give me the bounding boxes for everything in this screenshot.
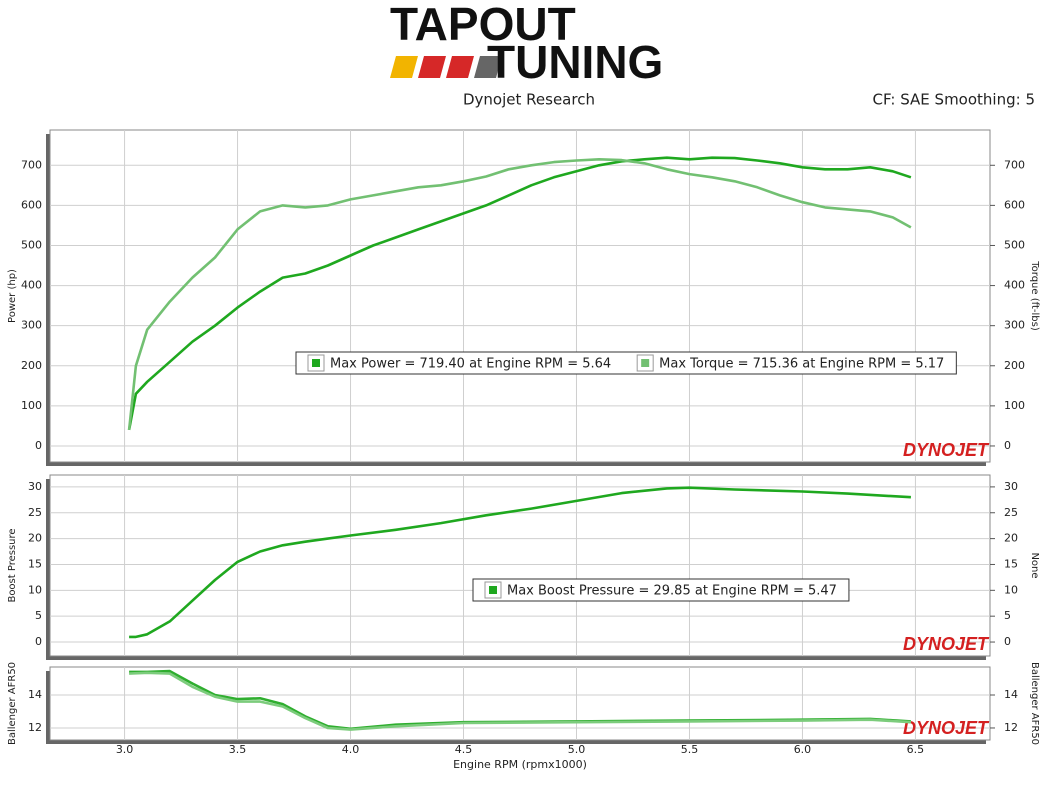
x-tick-label: 6.5 [907,743,925,756]
y-tick-label: 100 [21,399,42,412]
header-right: CF: SAE Smoothing: 5 [872,91,1035,109]
watermark: DYNOJET [903,718,990,738]
x-tick-label: 4.5 [455,743,473,756]
legend-swatch [489,586,497,594]
plot-area [49,474,991,657]
x-tick-label: 3.0 [116,743,134,756]
y-tick-label: 5 [35,609,42,622]
series-line [129,486,911,639]
legend-swatch [641,359,650,367]
x-tick-label: 5.0 [568,743,586,756]
y2-tick-label: 0 [1004,635,1011,648]
legend-text: Max Boost Pressure = 29.85 at Engine RPM… [507,584,837,599]
logo-top: TAPOUT [390,0,576,50]
plot-area [49,666,991,741]
watermark: DYNOJET [903,440,990,460]
series-line [127,156,912,431]
y-tick-label: 700 [21,158,42,171]
y2-axis-label: Ballenger AFR50 [1029,662,1040,745]
y2-tick-label: 200 [1004,359,1025,372]
y-axis-label: Boost Pressure [7,528,18,602]
y2-tick-label: 15 [1004,557,1018,570]
header-left: Dynojet Research [463,91,595,109]
y2-tick-label: 25 [1004,506,1018,519]
y-tick-label: 15 [28,557,42,570]
y2-axis-label: None [1029,552,1040,578]
legend-text: Max Power = 719.40 at Engine RPM = 5.64 [330,357,611,372]
plot-area [49,129,991,463]
y2-tick-label: 100 [1004,399,1025,412]
y-axis-label: Ballenger AFR50 [7,662,18,745]
x-tick-label: 5.5 [681,743,699,756]
x-axis-label: Engine RPM (rpmx1000) [453,758,587,771]
logo-bottom: TUNING [487,36,663,88]
y-tick-label: 25 [28,506,42,519]
y2-tick-label: 5 [1004,609,1011,622]
y-tick-label: 12 [28,721,42,734]
y-tick-label: 400 [21,279,42,292]
y-tick-label: 10 [28,583,42,596]
x-tick-label: 4.0 [342,743,360,756]
y-tick-label: 0 [35,635,42,648]
y2-tick-label: 300 [1004,319,1025,332]
y2-tick-label: 500 [1004,238,1025,251]
y2-tick-label: 12 [1004,721,1018,734]
logo-bar [390,56,418,78]
y2-tick-label: 20 [1004,532,1018,545]
y-tick-label: 600 [21,198,42,211]
y-tick-label: 30 [28,480,42,493]
watermark: DYNOJET [903,634,990,654]
y-tick-label: 200 [21,359,42,372]
logo-bar [474,56,502,78]
y-tick-label: 0 [35,439,42,452]
x-tick-label: 3.5 [229,743,247,756]
y-tick-label: 500 [21,238,42,251]
legend: Max Power = 719.40 at Engine RPM = 5.64 M… [295,351,957,375]
y2-tick-label: 10 [1004,583,1018,596]
series-line [129,671,911,731]
y2-tick-label: 700 [1004,158,1025,171]
y-axis-label: Power (hp) [7,269,18,323]
y-tick-label: 300 [21,319,42,332]
y-tick-label: 20 [28,532,42,545]
series-line [127,158,912,431]
legend-text: Max Torque = 715.36 at Engine RPM = 5.17 [659,357,944,372]
y2-tick-label: 0 [1004,439,1011,452]
y2-tick-label: 14 [1004,688,1018,701]
x-tick-label: 6.0 [794,743,812,756]
y-tick-label: 14 [28,688,42,701]
legend-box [295,351,957,375]
y2-tick-label: 30 [1004,480,1018,493]
legend: Max Boost Pressure = 29.85 at Engine RPM… [472,578,850,602]
y2-tick-label: 600 [1004,198,1025,211]
logo: TAPOUT TUNING [390,0,663,88]
y2-tick-label: 400 [1004,279,1025,292]
legend-swatch [312,359,320,367]
logo-bar [418,56,446,78]
logo-bar [446,56,474,78]
legend-box [472,578,850,602]
y2-axis-label: Torque (ft-lbs) [1029,260,1040,331]
